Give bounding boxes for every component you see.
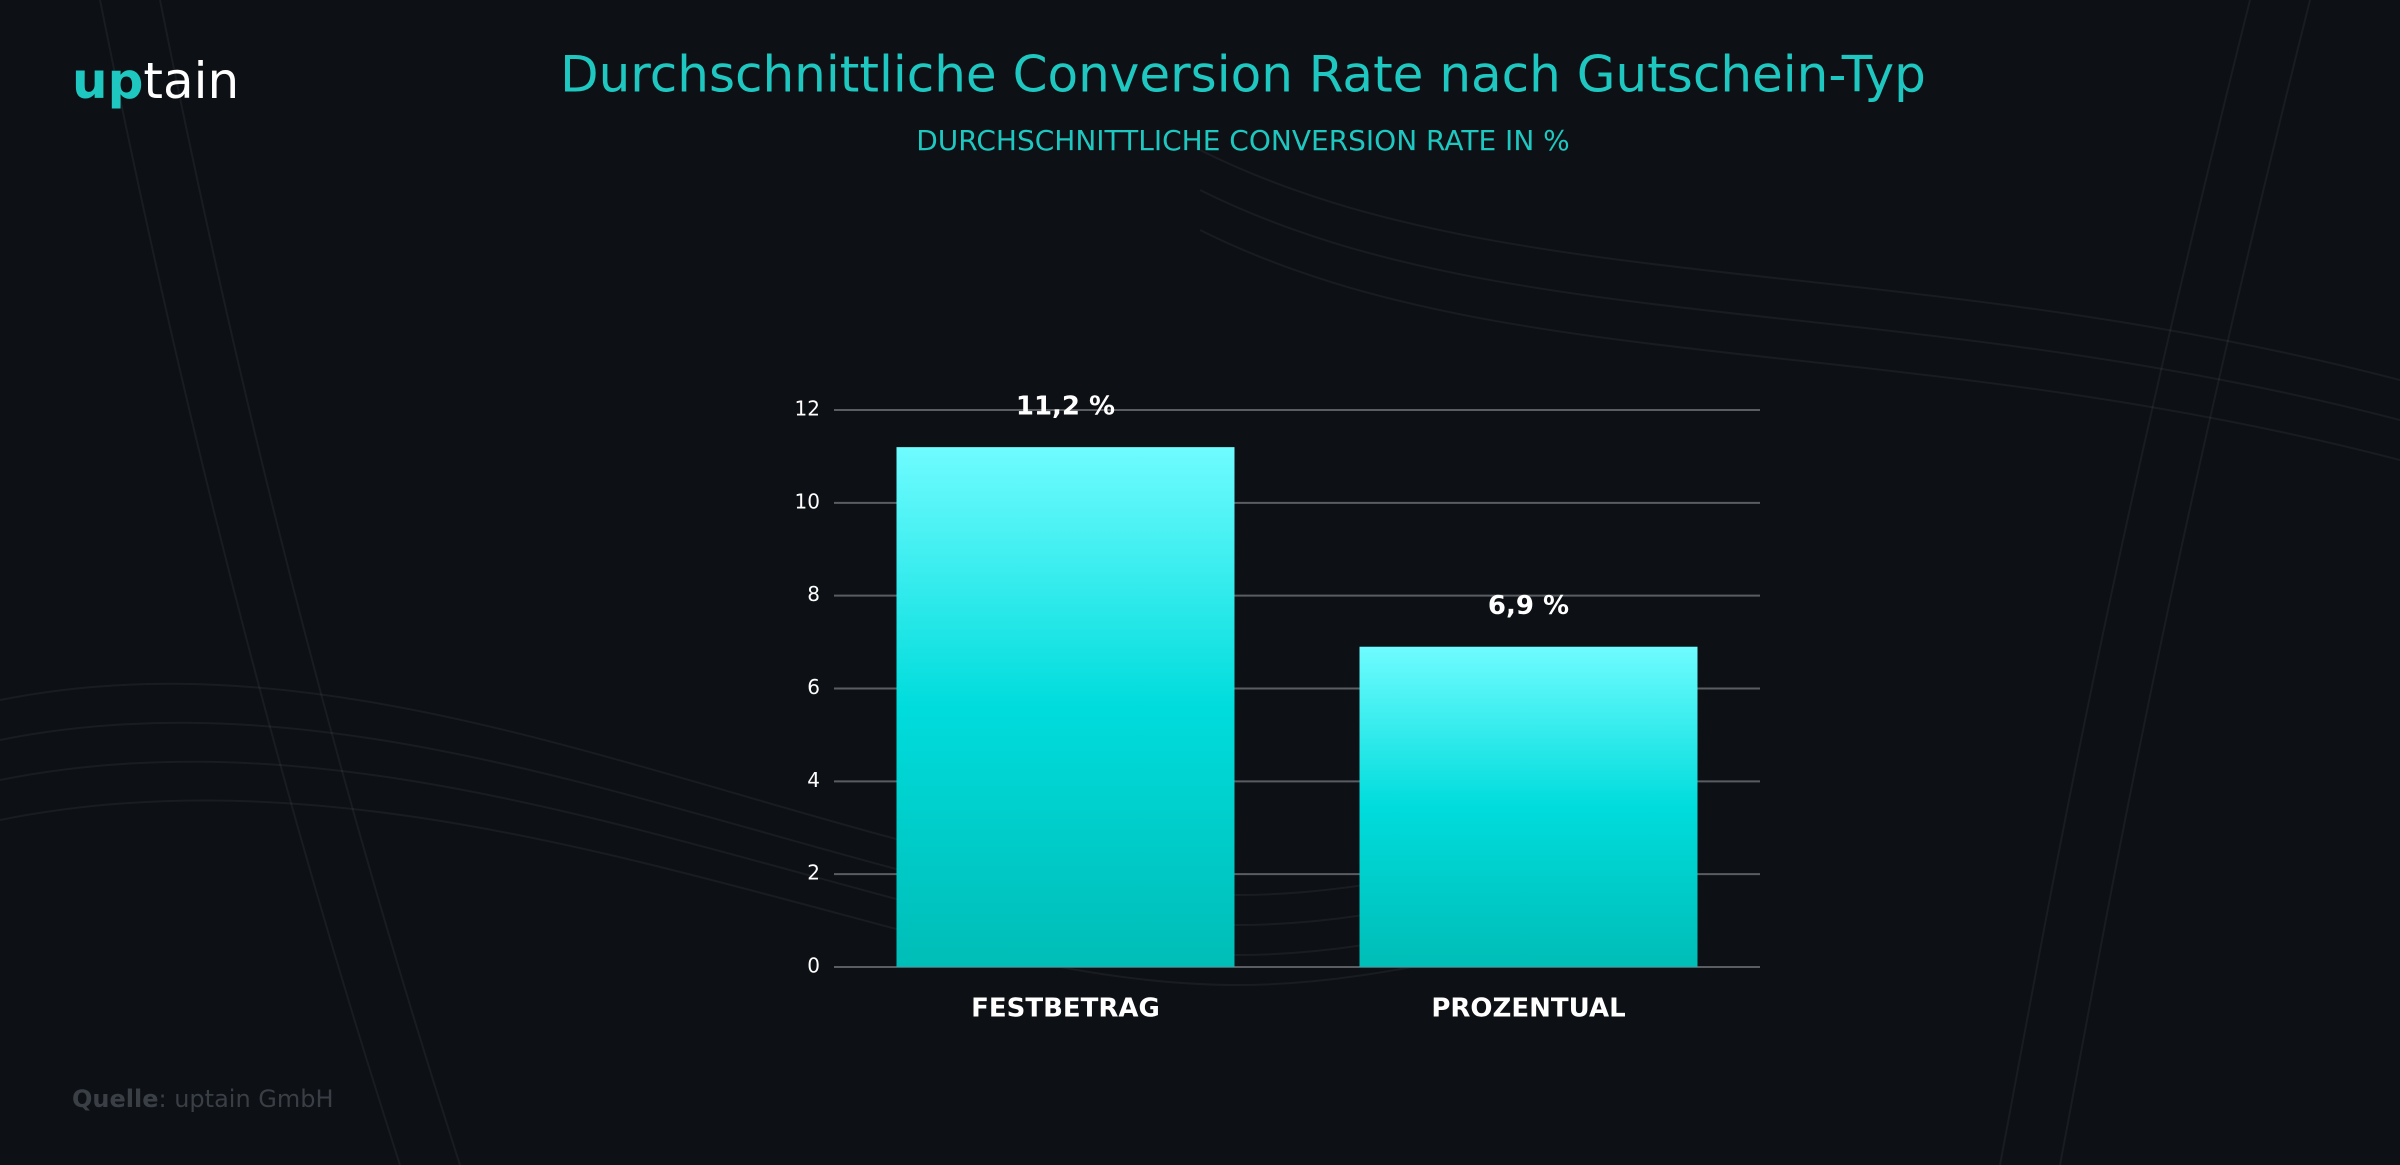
y-tick-label: 0 xyxy=(807,954,820,978)
value-label: 6,9 % xyxy=(1488,591,1569,621)
chart-subtitle: DURCHSCHNITTLICHE CONVERSION RATE IN % xyxy=(916,124,1570,157)
source-label: Quelle xyxy=(72,1085,159,1113)
y-tick-label: 10 xyxy=(795,489,820,513)
y-tick-label: 8 xyxy=(807,582,820,606)
bar xyxy=(896,447,1235,968)
bar xyxy=(1359,646,1698,967)
logo-up: up xyxy=(72,52,143,110)
x-tick-label: PROZENTUAL xyxy=(1431,994,1625,1024)
chart-title: Durchschnittliche Conversion Rate nach G… xyxy=(560,46,1926,104)
source-text: : uptain GmbH xyxy=(159,1085,334,1113)
logo-tain: tain xyxy=(143,52,239,110)
y-tick-label: 2 xyxy=(807,861,820,885)
y-tick-label: 6 xyxy=(807,675,820,699)
value-label: 11,2 % xyxy=(1016,392,1115,422)
y-tick-label: 4 xyxy=(807,768,820,792)
logo: uptain xyxy=(72,52,239,110)
source: Quelle: uptain GmbH xyxy=(72,1085,334,1113)
y-tick-label: 12 xyxy=(795,397,820,421)
x-tick-label: FESTBETRAG xyxy=(971,994,1160,1024)
